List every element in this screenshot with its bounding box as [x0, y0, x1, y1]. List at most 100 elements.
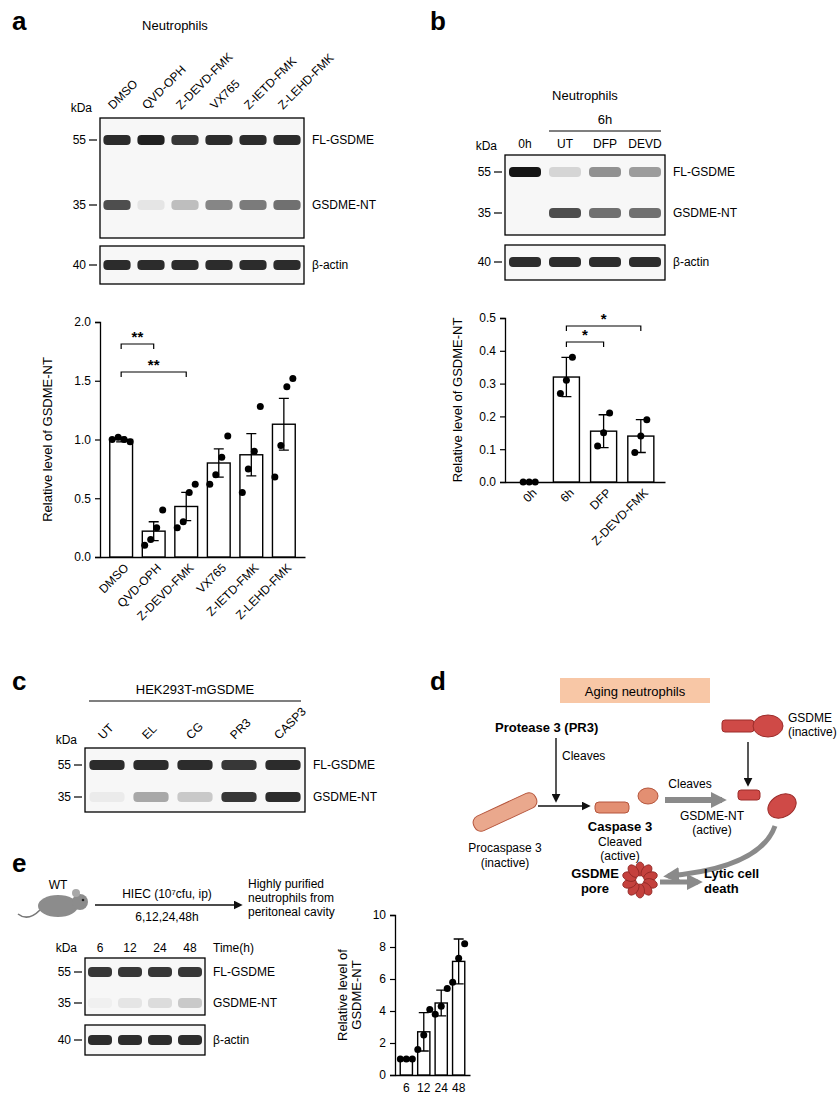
x-axis: 0h6hDFPZ-DEVD-FMK [506, 483, 666, 549]
kda-marker: 35 [73, 198, 87, 212]
panel-label: b [430, 6, 446, 36]
kda-marker-tick [89, 204, 97, 205]
band [205, 200, 232, 210]
data-point [289, 375, 296, 382]
tick: 2 [379, 1036, 395, 1050]
band-label: FL-GSDME [673, 165, 735, 179]
result-label: neutrophils from [248, 891, 334, 905]
tick: 0.0 [479, 475, 505, 489]
membrane [505, 245, 665, 280]
axis-line [500, 319, 506, 483]
data-point [594, 442, 601, 449]
arrow [747, 742, 748, 784]
panel-label: e [12, 848, 26, 878]
band [148, 967, 172, 977]
blot-title: Neutrophils [552, 88, 618, 103]
band-label: β-actin [213, 1033, 249, 1047]
band [629, 257, 661, 267]
kda-label: kDa [56, 733, 78, 747]
procaspase-label: (inactive) [481, 856, 530, 870]
tick-label: 12 [417, 1081, 431, 1095]
error-bar [561, 357, 571, 396]
tick-label: 4 [379, 1004, 386, 1018]
tick-mark [500, 416, 505, 417]
gsdme-label: GSDME [788, 711, 832, 725]
data-point [461, 940, 468, 947]
data-point [174, 524, 181, 531]
bar-chart: 02468106122448Relative level ofGSDME-NT [335, 908, 471, 1094]
data-point [557, 390, 564, 397]
diagram-header: Aging neutrophils [585, 684, 686, 699]
gsdme-nt-fragment [764, 789, 801, 823]
caspase-state: (active) [600, 849, 639, 863]
tick-label: 0 [379, 1068, 386, 1082]
band [239, 200, 266, 210]
membrane [85, 958, 205, 1015]
kda-marker: 55 [58, 965, 72, 979]
gsdme-pore [621, 862, 658, 898]
band [549, 257, 581, 267]
data-point [444, 985, 451, 992]
error-bar [636, 420, 646, 453]
data-point [631, 449, 638, 456]
outcome-label: death [704, 881, 739, 896]
axis-title: Relative level of [335, 949, 350, 1041]
header-box [560, 678, 710, 703]
membrane [505, 155, 665, 235]
band [629, 167, 661, 177]
membrane [100, 118, 304, 238]
plot-marks [109, 375, 297, 557]
error-bar [599, 415, 609, 448]
arrow [660, 880, 698, 885]
gsdme-nt-label: (active) [692, 823, 731, 837]
band [589, 257, 621, 267]
tick: 12 [417, 1081, 431, 1095]
band [133, 792, 168, 802]
kda-marker: 55 [58, 758, 72, 772]
axis-title: GSDME-NT [349, 960, 364, 1029]
data-point [127, 438, 134, 445]
band [89, 792, 124, 802]
band [205, 135, 232, 145]
tick-label: Z-DEVD-FMK [134, 561, 196, 623]
tick: 0.3 [479, 377, 505, 391]
tick-mark [390, 1043, 395, 1044]
tick: 4 [379, 1004, 395, 1018]
arrow [95, 904, 240, 905]
band-label: GSDME-NT [213, 996, 278, 1010]
figure-canvas: abcdeNeutrophilsDMSOQVD-OPHZ-DEVD-FMKVX7… [0, 0, 840, 1105]
band [509, 167, 541, 177]
band [239, 260, 266, 270]
data-point [218, 454, 225, 461]
kda-label: kDa [71, 101, 93, 115]
data-point [532, 479, 539, 486]
band [171, 200, 198, 210]
bar [418, 1032, 430, 1075]
axis-title: Relative level of GSDME-NT [40, 357, 55, 522]
band-label: GSDME-NT [673, 206, 738, 220]
group-label: HEK293T-mGSDME [136, 682, 255, 697]
diagram: Aging neutrophilsProtease 3 (PR3)Cleaves… [468, 678, 836, 898]
data-point [147, 536, 154, 543]
kda-label: kDa [476, 139, 498, 153]
band-label: GSDME-NT [313, 790, 378, 804]
tick-mark [500, 318, 505, 319]
band [137, 260, 164, 270]
tick-label: 24 [435, 1081, 449, 1095]
tick-mark [390, 1075, 395, 1076]
lane-label: UT [95, 720, 117, 742]
band-label: FL-GSDME [313, 758, 375, 772]
tick-label: Z-LEHD-FMK [233, 561, 294, 622]
kda-label: kDa [56, 941, 78, 955]
tick: 1.5 [74, 374, 100, 388]
tick-mark [500, 482, 505, 483]
data-point [606, 410, 613, 417]
mouse-eye [82, 899, 85, 902]
band-label: GSDME-NT [312, 198, 377, 212]
error-bar [419, 1013, 429, 1051]
data-point [414, 1046, 421, 1053]
arrow [555, 738, 556, 800]
gsdme-label: (inactive) [788, 725, 837, 739]
group-line [89, 700, 301, 701]
tick-mark [500, 384, 505, 385]
